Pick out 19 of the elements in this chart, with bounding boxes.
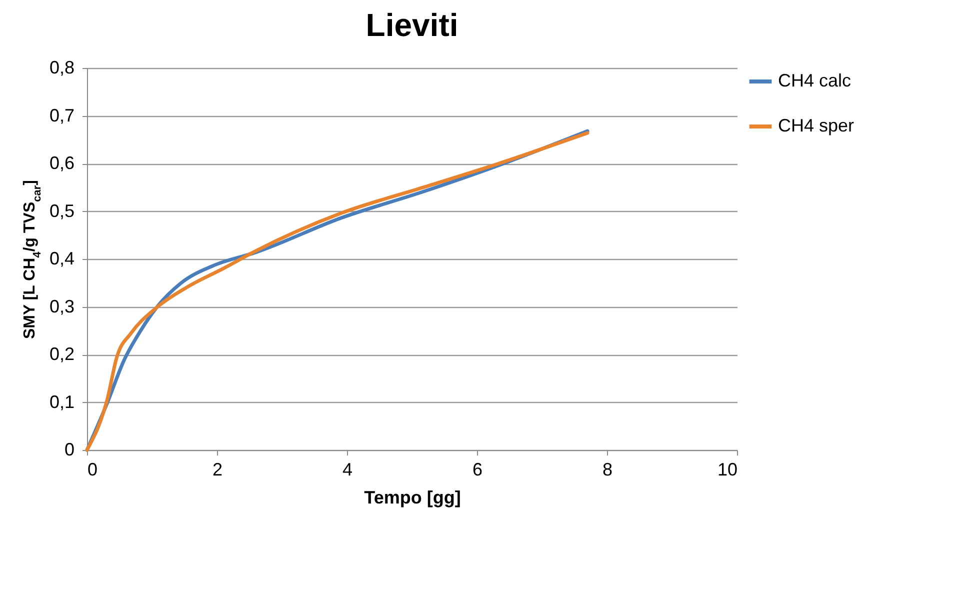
x-tick-label: 4 [342,460,353,480]
x-axis-title: Tempo [gg] [364,488,461,508]
x-tick-label: 8 [602,460,613,480]
y-tick-label: 0 [64,440,74,460]
x-tick-label: 6 [472,460,483,480]
y-tick-label: 0,3 [49,296,74,316]
x-tick-label: 2 [212,460,223,480]
y-tick-label: 0,2 [49,344,74,364]
x-tick-label: 0 [88,460,98,480]
y-tick-label: 0,7 [49,105,74,126]
y-tick-label: 0,1 [49,392,74,412]
y-tick-label: 0,5 [49,200,74,221]
legend-label: CH4 sper [778,116,854,136]
x-tick-label: 10 [717,460,738,480]
chart-title: Lieviti [366,7,458,43]
legend-label: CH4 calc [778,70,852,90]
y-tick-label: 0,6 [49,153,74,173]
y-tick-label: 0,4 [49,248,74,268]
y-tick-label: 0,8 [49,58,74,78]
